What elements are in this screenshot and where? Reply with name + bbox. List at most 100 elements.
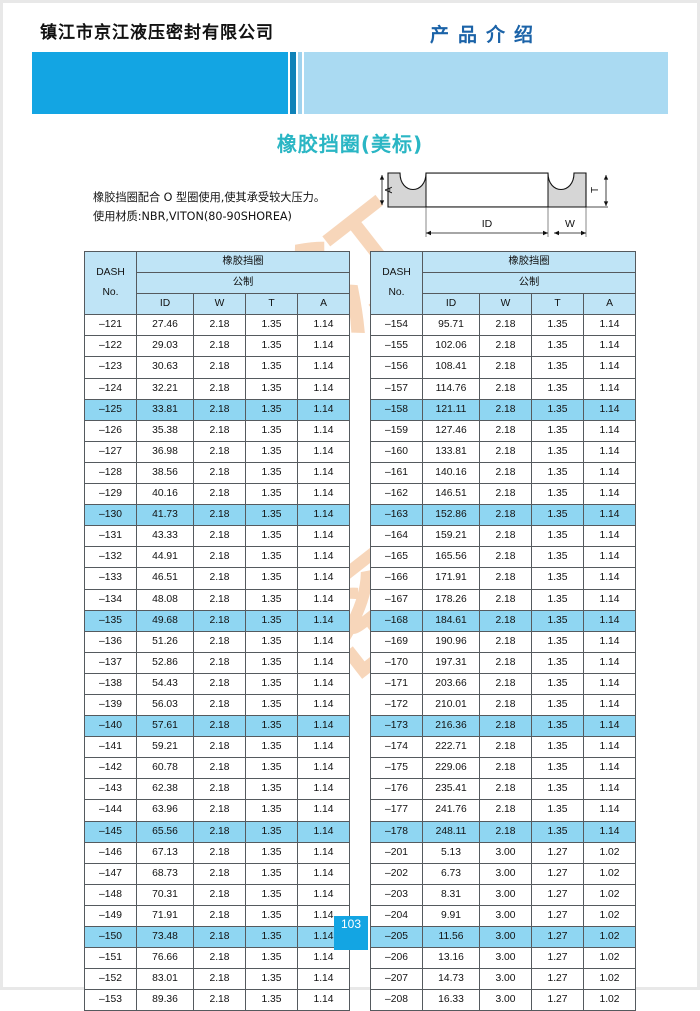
- cell-dash: –135: [84, 609, 137, 632]
- cell-dash: –149: [84, 904, 137, 928]
- cell-t: 1.35: [245, 672, 298, 695]
- cell-w: 2.18: [193, 778, 246, 801]
- cell-id: 102.06: [422, 335, 480, 358]
- table-row: –142 60.78 2.18 1.35 1.14: [84, 757, 350, 780]
- table-row: –136 51.26 2.18 1.35 1.14: [84, 630, 350, 653]
- cell-id: 241.76: [422, 799, 480, 822]
- cell-id: 89.36: [136, 989, 194, 1011]
- table-row: –122 29.03 2.18 1.35 1.14: [84, 335, 350, 358]
- column-header-t: T: [531, 293, 584, 316]
- cell-a: 1.14: [583, 672, 636, 695]
- cell-t: 1.35: [245, 335, 298, 358]
- cell-w: 2.18: [479, 778, 532, 801]
- cell-dash: –152: [84, 968, 137, 991]
- cell-t: 1.35: [531, 672, 584, 695]
- table-row: –155 102.06 2.18 1.35 1.14: [370, 335, 636, 358]
- table-row: –130 41.73 2.18 1.35 1.14: [84, 504, 350, 527]
- cell-t: 1.35: [531, 630, 584, 653]
- cell-id: 140.16: [422, 461, 480, 485]
- cell-a: 1.14: [583, 335, 636, 358]
- cell-dash: –172: [370, 693, 423, 717]
- header-right-band: [304, 52, 668, 114]
- cell-t: 1.35: [531, 504, 584, 527]
- cell-dash: –170: [370, 651, 423, 674]
- cell-a: 1.14: [297, 989, 350, 1011]
- cell-t: 1.35: [245, 778, 298, 801]
- cell-a: 1.02: [583, 883, 636, 906]
- column-header-dash: DASH No.: [370, 250, 423, 316]
- cell-w: 2.18: [193, 440, 246, 463]
- cell-a: 1.14: [297, 672, 350, 695]
- dim-w-arrow-right: [581, 230, 586, 236]
- table-row: –139 56.03 2.18 1.35 1.14: [84, 693, 350, 717]
- cell-a: 1.14: [297, 461, 350, 485]
- column-header-dash: DASH No.: [84, 250, 137, 316]
- cell-dash: –151: [84, 947, 137, 970]
- cell-a: 1.14: [583, 356, 636, 379]
- cell-dash: –148: [84, 883, 137, 906]
- table-row: –163 152.86 2.18 1.35 1.14: [370, 504, 636, 527]
- spec-table-right-wrap: DASH No. 橡胶挡圈 公制 ID W T A –154 95.71 2.18 1…: [370, 250, 636, 1011]
- cell-w: 2.18: [193, 820, 246, 843]
- cell-dash: –154: [370, 314, 423, 337]
- cell-id: 63.96: [136, 799, 194, 822]
- cell-w: 2.18: [479, 335, 532, 358]
- cell-t: 1.35: [245, 904, 298, 928]
- cell-dash: –122: [84, 335, 137, 358]
- cell-a: 1.14: [583, 504, 636, 527]
- cell-id: 36.98: [136, 440, 194, 463]
- ring-inner-void: [426, 174, 548, 206]
- table-row: –129 40.16 2.18 1.35 1.14: [84, 483, 350, 506]
- cell-id: 62.38: [136, 778, 194, 801]
- cell-dash: –130: [84, 504, 137, 527]
- cell-w: 2.18: [479, 588, 532, 611]
- cell-w: 2.18: [193, 567, 246, 590]
- cell-a: 1.14: [297, 335, 350, 358]
- cell-id: 14.73: [422, 968, 480, 991]
- cell-a: 1.02: [583, 862, 636, 885]
- cell-id: 73.48: [136, 925, 194, 949]
- cell-w: 3.00: [479, 925, 532, 949]
- cell-w: 2.18: [193, 989, 246, 1011]
- cell-a: 1.14: [583, 525, 636, 548]
- cell-w: 2.18: [193, 609, 246, 632]
- cell-w: 2.18: [479, 757, 532, 780]
- table-row: –164 159.21 2.18 1.35 1.14: [370, 525, 636, 548]
- cell-a: 1.14: [297, 778, 350, 801]
- cell-a: 1.14: [297, 377, 350, 400]
- cell-w: 2.18: [479, 630, 532, 653]
- cell-w: 2.18: [479, 356, 532, 379]
- cell-t: 1.35: [245, 947, 298, 970]
- cell-w: 2.18: [193, 841, 246, 864]
- cell-dash: –163: [370, 504, 423, 527]
- cell-dash: –145: [84, 820, 137, 843]
- table-row: –140 57.61 2.18 1.35 1.14: [84, 715, 350, 738]
- cell-id: 216.36: [422, 715, 480, 738]
- cell-t: 1.35: [245, 609, 298, 632]
- table-row: –177 241.76 2.18 1.35 1.14: [370, 799, 636, 822]
- table-row: –134 48.08 2.18 1.35 1.14: [84, 588, 350, 611]
- cell-t: 1.35: [245, 377, 298, 400]
- table-row: –127 36.98 2.18 1.35 1.14: [84, 440, 350, 463]
- header-row-cols: ID W T A: [371, 293, 636, 316]
- table-row: –165 165.56 2.18 1.35 1.14: [370, 546, 636, 569]
- cell-dash: –156: [370, 356, 423, 379]
- cell-id: 56.03: [136, 693, 194, 717]
- header-row-group: DASH No. 橡胶挡圈: [370, 250, 636, 316]
- cell-a: 1.14: [297, 419, 350, 442]
- cell-a: 1.14: [297, 883, 350, 906]
- cell-t: 1.35: [245, 736, 298, 759]
- cell-dash: –126: [84, 419, 137, 442]
- cell-a: 1.14: [583, 567, 636, 590]
- cell-a: 1.02: [583, 841, 636, 864]
- table-row: –152 83.01 2.18 1.35 1.14: [84, 968, 350, 991]
- cell-a: 1.02: [583, 989, 636, 1011]
- cell-w: 2.18: [193, 504, 246, 527]
- cell-id: 6.73: [422, 862, 480, 885]
- cell-dash: –153: [84, 989, 137, 1011]
- cell-id: 9.91: [422, 904, 480, 928]
- cell-w: 2.18: [479, 693, 532, 717]
- cell-dash: –127: [84, 440, 137, 463]
- cell-dash: –204: [370, 904, 423, 928]
- table-row: –137 52.86 2.18 1.35 1.14: [84, 651, 350, 674]
